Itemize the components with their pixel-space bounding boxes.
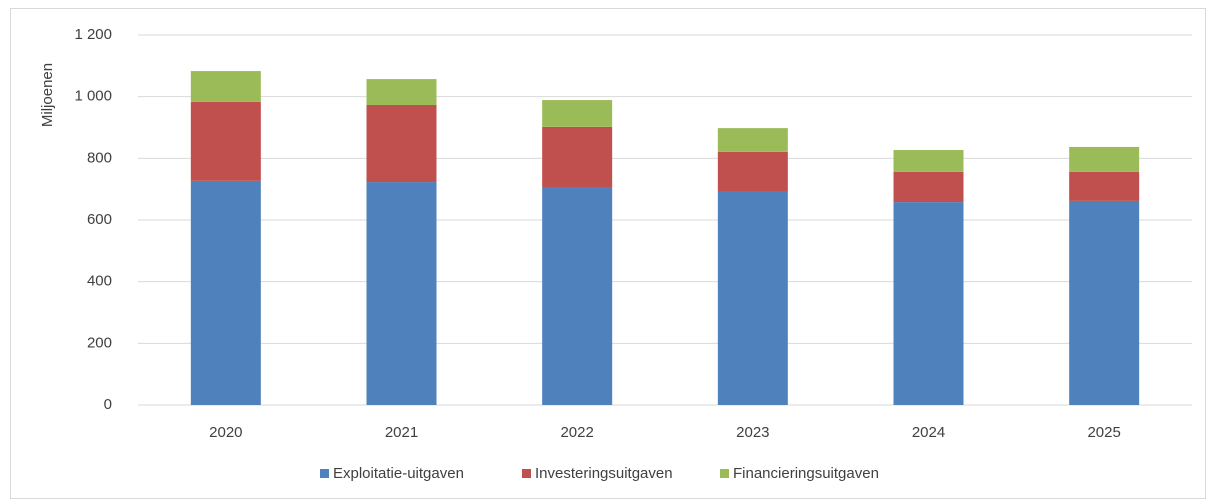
bar-segment (366, 182, 437, 405)
bar-segment (893, 150, 964, 172)
y-axis-title: Miljoenen (39, 63, 56, 127)
legend-swatch (720, 469, 729, 478)
x-tick-label: 2022 (560, 424, 593, 441)
y-tick-label: 400 (87, 273, 112, 290)
y-tick-label: 600 (87, 211, 112, 228)
y-tick-label: 1 000 (74, 88, 112, 105)
bar-segment (190, 71, 261, 102)
x-tick-label: 2023 (736, 424, 769, 441)
x-tick-label: 2024 (912, 424, 945, 441)
bar-segment (893, 202, 964, 405)
bar-segment (366, 79, 437, 105)
bar-segment (542, 126, 613, 188)
legend-label: Exploitatie-uitgaven (333, 465, 464, 482)
bar-segment (717, 151, 788, 192)
bar-segment (190, 101, 261, 181)
legend-label: Financieringsuitgaven (733, 465, 879, 482)
bar-segment (893, 171, 964, 203)
legend-label: Investeringsuitgaven (535, 465, 673, 482)
y-tick-label: 1 200 (74, 26, 112, 43)
x-tick-label: 2020 (209, 424, 242, 441)
bar-segment (717, 191, 788, 405)
bar-segment (542, 100, 613, 127)
bar-segment (1069, 200, 1140, 405)
bar-segment (1069, 146, 1140, 172)
bar-segment (1069, 171, 1140, 201)
y-tick-label: 800 (87, 149, 112, 166)
bar-segment (366, 104, 437, 183)
y-tick-label: 200 (87, 334, 112, 351)
x-tick-label: 2021 (385, 424, 418, 441)
x-tick-label: 2025 (1087, 424, 1120, 441)
legend-swatch (320, 469, 329, 478)
bar-segment (717, 128, 788, 152)
bar-segment (190, 180, 261, 405)
y-tick-label: 0 (104, 396, 112, 413)
legend-swatch (522, 469, 531, 478)
bar-segment (542, 187, 613, 405)
